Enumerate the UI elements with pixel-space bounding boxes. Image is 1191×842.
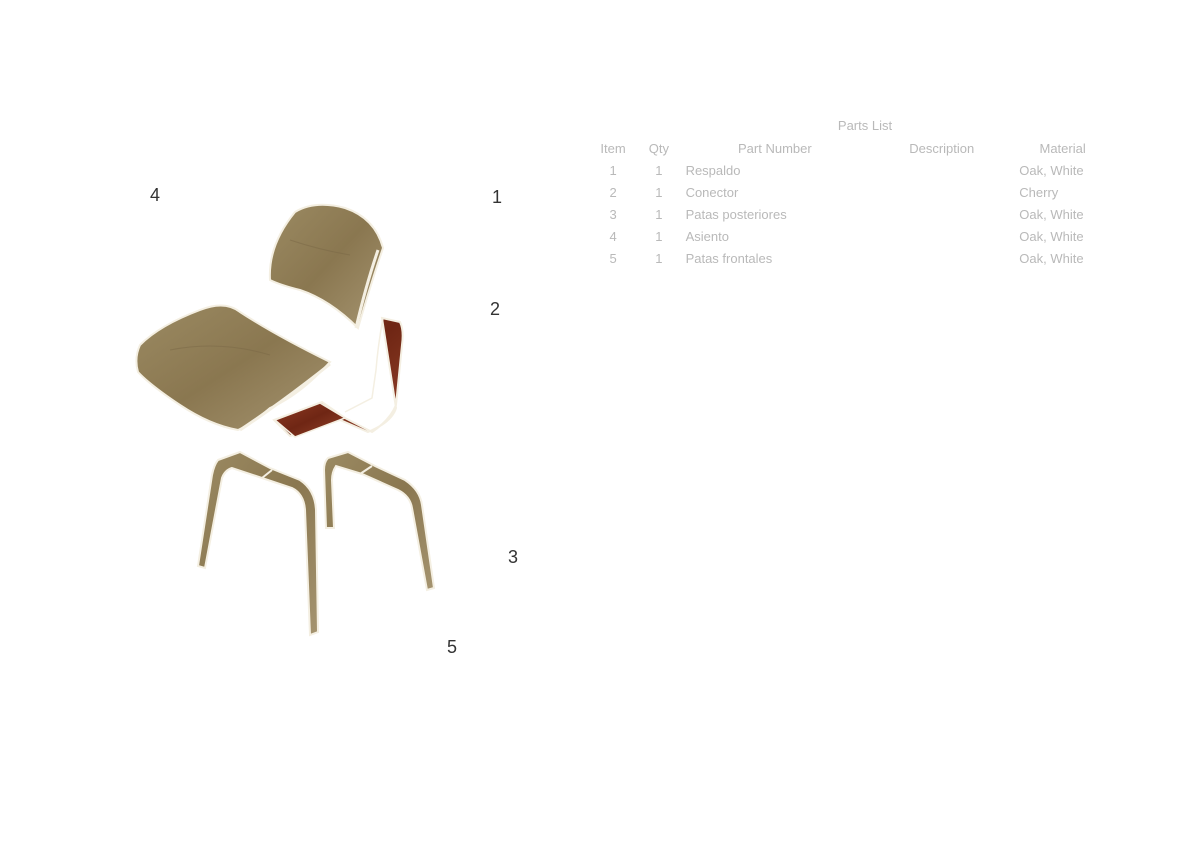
part-patas-posteriores-rear-legs [322,450,436,592]
row-qty: 1 [655,228,663,244]
row-part-number: Patas posteriores [685,206,787,222]
header-part-number: Part Number [738,140,812,156]
header-material: Material [1039,140,1086,156]
table-row: 5 1 Patas frontales Oak, White [590,247,1110,269]
row-qty: 1 [655,162,663,178]
parts-list-table: Item Qty Part Number Description Materia… [590,137,1110,269]
parts-list: Parts List Item Qty Part Number Descript… [590,118,1110,269]
part-respaldo-backrest [268,203,385,330]
row-part-number: Patas frontales [685,250,773,266]
row-description [868,247,1015,269]
callout-2: 2 [490,299,501,319]
row-qty: 1 [655,184,663,200]
row-material: Cherry [1019,184,1059,200]
table-row: 2 1 Conector Cherry [590,181,1110,203]
row-part-number: Asiento [685,228,729,244]
row-material: Oak, White [1019,162,1084,178]
callout-5: 5 [447,637,458,657]
part-patas-frontales-front-legs [196,450,320,637]
header-item: Item [600,140,626,156]
header-qty: Qty [648,140,669,156]
row-part-number: Respaldo [685,162,741,178]
row-qty: 1 [655,250,663,266]
row-qty: 1 [655,206,663,222]
row-item: 4 [609,228,617,244]
part-asiento-seat [135,304,332,432]
row-item: 1 [609,162,617,178]
header-description: Description [909,140,975,156]
table-row: 4 1 Asiento Oak, White [590,225,1110,247]
parts-list-header-row: Item Qty Part Number Description Materia… [590,137,1110,159]
row-description [868,181,1015,203]
row-material: Oak, White [1019,206,1084,222]
row-material: Oak, White [1019,250,1084,266]
row-description [868,225,1015,247]
row-item: 5 [609,250,617,266]
row-item: 2 [609,184,617,200]
callout-1: 1 [492,187,503,207]
row-description [868,203,1015,225]
parts-list-title: Parts List [837,118,893,133]
row-material: Oak, White [1019,228,1084,244]
row-item: 3 [609,206,617,222]
callout-3: 3 [508,547,519,567]
callout-4: 4 [150,185,161,205]
table-row: 3 1 Patas posteriores Oak, White [590,203,1110,225]
row-part-number: Conector [685,184,739,200]
row-description [868,159,1015,181]
table-row: 1 1 Respaldo Oak, White [590,159,1110,181]
part-conector-connector [272,316,404,438]
